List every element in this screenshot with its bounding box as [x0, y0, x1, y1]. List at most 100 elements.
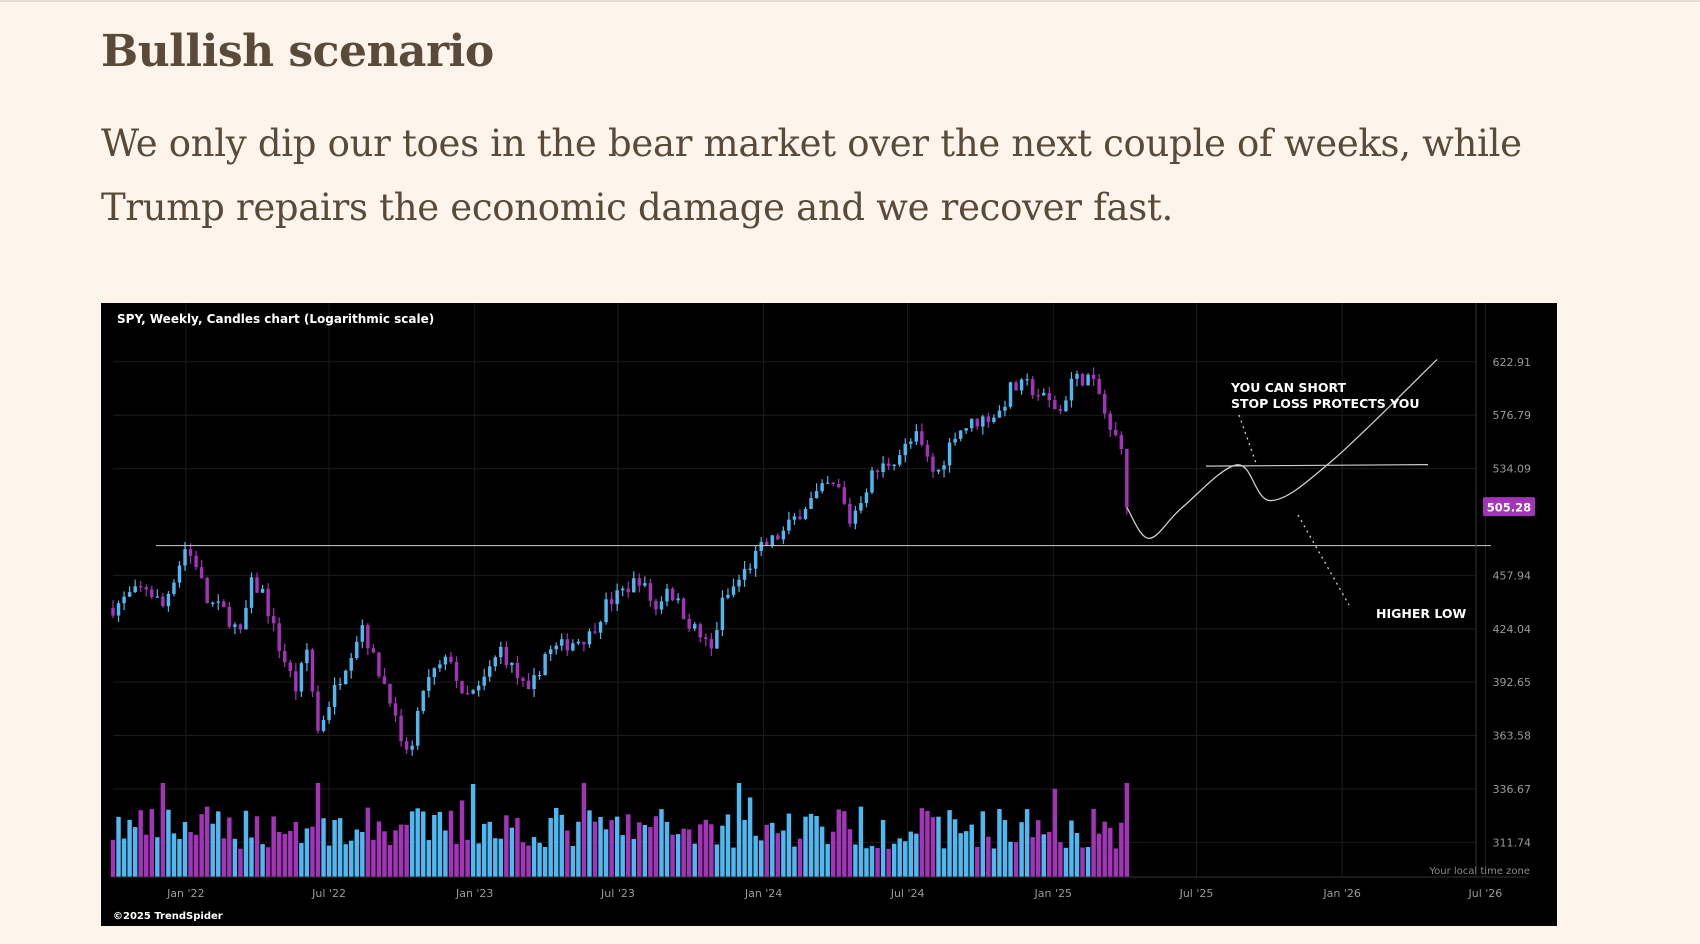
volume-bar — [432, 814, 437, 877]
candle-body — [670, 588, 675, 601]
candle-body — [548, 649, 553, 655]
candle-body — [399, 715, 403, 742]
candle-body — [737, 579, 741, 587]
candle-body — [659, 601, 664, 610]
candle-body — [161, 596, 165, 607]
x-tick-label: Jul '22 — [311, 887, 346, 900]
candle-body — [970, 418, 974, 429]
candle-body — [216, 601, 220, 603]
volume-bar — [553, 807, 559, 877]
candle-body — [820, 483, 824, 492]
volume-bar — [526, 845, 531, 877]
volume-bar — [803, 816, 808, 877]
candle-body — [626, 588, 630, 593]
volume-bar — [1091, 808, 1096, 877]
candle-body — [504, 646, 509, 666]
volume-bar — [592, 821, 598, 877]
candle-body — [1053, 400, 1057, 410]
volume-bar — [819, 826, 825, 877]
volume-bar — [210, 823, 215, 877]
candle-body — [870, 470, 874, 493]
candle-body — [864, 492, 869, 504]
volume-bar — [880, 819, 886, 877]
candle-body — [393, 703, 398, 716]
x-tick-label: Jul '24 — [890, 887, 925, 900]
volume-bar — [1019, 822, 1024, 877]
candle-body — [903, 443, 907, 456]
candle-body — [343, 670, 348, 685]
candle-body — [1086, 374, 1090, 386]
volume-bars — [110, 783, 1130, 877]
volume-bar — [792, 846, 797, 877]
y-tick-label: 534.09 — [1493, 463, 1532, 476]
candle-body — [1003, 406, 1007, 411]
volume-bar — [448, 810, 454, 877]
y-tick-label: 576.79 — [1493, 409, 1532, 422]
volume-bar — [587, 810, 592, 877]
volume-bar — [520, 842, 526, 877]
volume-bar — [1124, 783, 1130, 877]
volume-bar — [138, 810, 143, 877]
candle-body — [1069, 378, 1074, 401]
candle-body — [499, 646, 503, 658]
candle-body — [1108, 413, 1112, 430]
candle-body — [449, 656, 453, 663]
volume-bar — [376, 821, 382, 877]
volume-bar — [698, 824, 703, 877]
candle-body — [665, 588, 669, 602]
volume-bar — [664, 821, 670, 877]
candle-body — [471, 690, 475, 694]
candle-body — [787, 519, 791, 531]
volume-bar — [437, 811, 443, 877]
volume-bar — [692, 843, 697, 877]
volume-bar — [243, 810, 249, 877]
volume-bar — [132, 827, 138, 877]
volume-bar — [919, 808, 925, 877]
candle-body — [648, 583, 653, 601]
candle-body — [327, 707, 331, 721]
candle-body — [521, 678, 525, 681]
volume-bar — [332, 819, 337, 877]
volume-bar — [149, 809, 154, 877]
candle-body — [643, 583, 647, 586]
volume-bar — [171, 833, 177, 877]
candle-body — [205, 577, 209, 603]
volume-bar — [476, 843, 481, 877]
volume-bar — [626, 814, 631, 877]
x-tick-label: Jan '26 — [1322, 887, 1360, 900]
candle-body — [122, 596, 126, 604]
volume-bar — [1096, 833, 1102, 877]
volume-bar — [675, 834, 681, 877]
candle-body — [848, 503, 852, 524]
candle-body — [859, 503, 863, 511]
volume-bar — [581, 783, 587, 877]
chart-axes: 622.91 576.79 534.09 457.94 424.04 392.65 363.… — [113, 303, 1535, 900]
candle-body — [233, 624, 237, 627]
volume-bar — [565, 830, 570, 877]
candle-body — [144, 587, 148, 590]
candle-body — [366, 625, 370, 649]
volume-bar — [770, 822, 775, 877]
candle-body — [360, 625, 365, 642]
volume-bar — [908, 831, 914, 877]
candle-body — [355, 641, 359, 658]
volume-bar — [310, 826, 315, 877]
volume-bar — [686, 829, 692, 877]
volume-bar — [293, 822, 299, 877]
volume-bar — [193, 834, 199, 877]
volume-bar — [781, 830, 786, 877]
volume-bar — [637, 822, 642, 877]
volume-bar — [1013, 842, 1019, 877]
volume-bar — [714, 844, 720, 877]
volume-bar — [991, 848, 997, 877]
y-tick-label: 457.94 — [1493, 569, 1532, 582]
candle-body — [1119, 435, 1124, 450]
candle-body — [598, 622, 603, 633]
volume-bar — [110, 839, 116, 877]
volume-bar — [504, 815, 509, 877]
candle-body — [526, 680, 531, 690]
volume-bar — [975, 846, 980, 877]
volume-bar — [470, 784, 476, 877]
timezone-label: Your local time zone — [1428, 866, 1530, 877]
volume-bar — [775, 833, 781, 877]
